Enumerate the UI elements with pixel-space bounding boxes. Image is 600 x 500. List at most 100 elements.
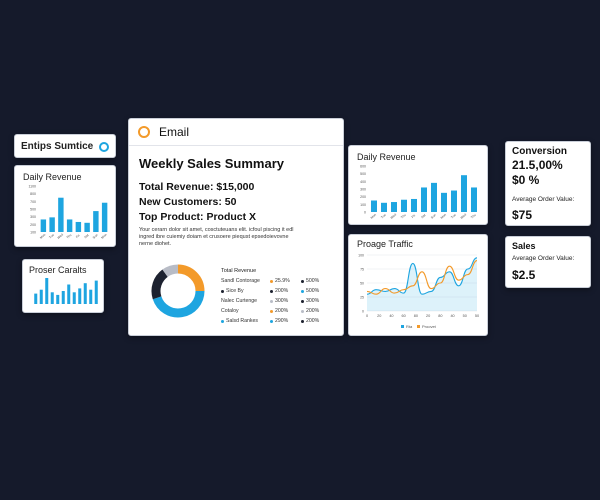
x-tick-label: Sat [420, 213, 426, 219]
entips-summary-card[interactable]: Entips Sumtice [14, 134, 116, 158]
bar [72, 292, 76, 304]
bar [421, 187, 427, 212]
x-tick-label: Tue [48, 233, 55, 240]
donut-slice [162, 264, 179, 278]
y-tick-label: 100 [30, 231, 36, 235]
row-value-2: 500% [306, 288, 320, 294]
bar [34, 293, 38, 304]
row-dot-icon [301, 290, 304, 293]
proage-traffic-title: Proage Traffic [357, 239, 413, 249]
x-tick-label: Tue [450, 213, 457, 220]
y-tick-label: 75 [360, 268, 364, 272]
series-line [366, 257, 478, 295]
x-tick-label: 50 [463, 314, 467, 318]
x-tick-label: Wed [56, 232, 64, 239]
y-tick-label: 200 [30, 223, 36, 227]
row-bullet-icon [221, 290, 224, 293]
row-value-2: 300% [306, 298, 320, 304]
x-tick-label: 20 [426, 314, 430, 318]
row-dot-icon [301, 310, 304, 313]
x-tick-label: 80 [414, 314, 418, 318]
bar [39, 289, 43, 304]
table-row: Nalec Curtenge 300% 300% [129, 298, 345, 307]
bar [67, 284, 71, 304]
y-tick-label: 300 [30, 215, 36, 219]
row-value-2: 500% [306, 278, 320, 284]
x-tick-label: 0 [366, 314, 368, 318]
legend-swatch [417, 325, 420, 328]
bar [75, 221, 82, 232]
conversion-aov-value: $75 [512, 208, 533, 222]
bar [101, 202, 108, 232]
email-logo-icon [138, 126, 150, 138]
x-tick-label: 40 [450, 314, 454, 318]
bar [58, 197, 64, 232]
table-row: Sice By 200% 500% [129, 288, 345, 297]
y-tick-label: 1100 [28, 185, 36, 189]
bar [371, 200, 377, 212]
x-tick-label: Mon [100, 233, 107, 240]
bar [471, 187, 477, 212]
donut-slice [152, 290, 205, 318]
conversion-rate: 21.5,00% [512, 158, 563, 172]
bar [451, 190, 457, 212]
email-body-line-1: Your cerarn dolor sit amet, cosctuteuans… [139, 227, 294, 233]
x-tick-label: Wed [390, 212, 398, 219]
x-tick-label: Thu [66, 233, 73, 240]
daily-revenue-left-card: Daily Revenue 1100 800 700 500 300 200 100 Mon T… [14, 165, 116, 247]
x-tick-label: 80 [438, 314, 442, 318]
sales-aov-value: $2.5 [512, 268, 536, 282]
row-value-1: 200% [275, 308, 289, 314]
conversion-card: Conversion 21.5,00% $0 % Average Order V… [505, 141, 591, 226]
conversion-rate-secondary: $0 % [512, 173, 540, 187]
y-tick-label: 500 [30, 208, 36, 212]
email-donut-chart [151, 264, 205, 318]
daily-revenue-right-card: Daily Revenue 600 500 400 300 200 100 0 Mon Tue W… [348, 145, 488, 225]
x-tick-label: Fri [411, 213, 417, 219]
legend-swatch [401, 325, 404, 328]
y-tick-label: 800 [30, 192, 36, 196]
bar [56, 294, 60, 304]
bar [381, 202, 387, 212]
x-tick-label: Tue [380, 213, 387, 220]
row-dot-icon [301, 300, 304, 303]
row-value-2: 200% [306, 318, 320, 324]
y-tick-label: 0 [362, 310, 364, 314]
x-tick-label: Thu [400, 213, 407, 220]
donut-slice [151, 269, 168, 300]
x-tick-label: 20 [377, 314, 381, 318]
x-tick-label: 50 [475, 314, 479, 318]
row-dot-icon [270, 320, 273, 323]
proage-traffic-card: Proage Traffic 100 75 50 25 0 0 20 40 60 80 20 80 40… [348, 234, 488, 336]
bar [411, 198, 417, 212]
y-tick-label: 500 [360, 172, 366, 176]
x-tick-label: Mon [370, 213, 377, 220]
bar [89, 289, 93, 304]
row-value-1: 25.9% [275, 278, 290, 284]
bar [40, 219, 47, 232]
table-row: Cotaloy 200% 200% [129, 308, 345, 317]
y-tick-label: 200 [360, 195, 366, 199]
y-tick-label: 100 [360, 203, 366, 207]
row-dot-icon [270, 290, 273, 293]
bar [45, 278, 49, 304]
bar [78, 288, 82, 304]
target-icon[interactable] [99, 142, 109, 152]
y-tick-label: 100 [358, 254, 364, 258]
sales-title: Sales [512, 241, 536, 251]
conversion-aov-label: Average Order Value: [512, 196, 575, 203]
x-tick-label: Thu [470, 213, 477, 220]
x-tick-label: Mon [440, 213, 447, 220]
email-line-customers: New Customers: 50 [139, 196, 237, 208]
daily-revenue-right-title: Daily Revenue [357, 152, 416, 162]
email-line-product: Top Product: Product X [139, 211, 257, 223]
row-label: Sandl Contorage [221, 278, 260, 284]
x-tick-label: Sat [83, 233, 89, 239]
row-dot-icon [270, 300, 273, 303]
bar [50, 292, 54, 304]
x-tick-label: Mon [39, 233, 46, 240]
row-dot-icon [270, 280, 273, 283]
row-dot-icon [301, 280, 304, 283]
daily-revenue-left-title: Daily Revenue [23, 172, 82, 182]
